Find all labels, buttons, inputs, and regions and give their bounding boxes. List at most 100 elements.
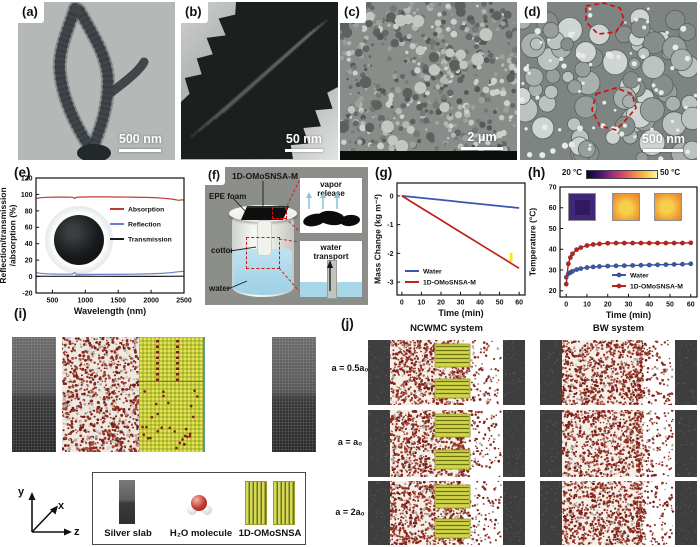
silver-slab-right	[272, 337, 316, 452]
thermal-image-water	[568, 193, 596, 221]
inset-wick	[327, 260, 337, 299]
panel-d-label: (d)	[520, 2, 547, 23]
svg-text:1D-OMoSNSA-M: 1D-OMoSNSA-M	[423, 280, 476, 287]
svg-text:1500: 1500	[110, 298, 126, 305]
cotton-label: cotton	[211, 246, 236, 255]
svg-text:2000: 2000	[143, 298, 159, 305]
scalebar-text: 500 nm	[118, 131, 162, 146]
silver-slab-left	[12, 337, 56, 452]
lattice-seam	[139, 380, 203, 382]
temperature-panel: (h) 20 °C 50 °C 0 10 20 30 40 50 60 20 30 40 50 60 7…	[528, 163, 700, 335]
defect-column	[176, 340, 179, 382]
svg-text:Time (min): Time (min)	[438, 308, 483, 318]
svg-text:0: 0	[564, 302, 568, 309]
panel-i-label: (i)	[14, 306, 27, 321]
water-transport-inset: water transport	[299, 240, 363, 299]
mass-change-chart: 0 10 20 30 40 50 60 0 -1 -2 -3 Time (min) Mass Chang…	[373, 182, 526, 318]
svg-text:40: 40	[549, 247, 557, 254]
substrate-strip	[340, 151, 517, 160]
thermal-colorbar	[586, 170, 658, 179]
svg-text:-20: -20	[22, 290, 32, 297]
spectra-panel: (e) 500 1000 1500 2000 2500 -20 0 20 40 60 80 100 12…	[0, 163, 200, 330]
svg-text:1D-OMoSNSA-M: 1D-OMoSNSA-M	[630, 284, 683, 291]
svg-text:0: 0	[29, 274, 33, 281]
svg-text:Absorption: Absorption	[128, 207, 164, 214]
svg-text:80: 80	[25, 208, 33, 215]
silver-slab-swatch	[119, 480, 135, 524]
scalebar-text: 50 nm	[285, 131, 323, 146]
svg-text:10: 10	[418, 300, 426, 307]
panel-e-label: (e)	[14, 165, 31, 180]
svg-text:Wavelength (nm): Wavelength (nm)	[74, 306, 146, 316]
sim-bw-row1	[540, 340, 697, 405]
evaporator-schematic: (f) 1D-OMoSNSA-M EPE foam cotton water v…	[205, 167, 368, 305]
thermal-cold-core	[575, 200, 590, 215]
omosnsa-swatch	[273, 481, 295, 525]
thermal-image-sample-2	[654, 193, 682, 221]
svg-text:Reflection/transmission: Reflection/transmission	[0, 187, 8, 283]
tem-image-a: (a) 500 nm	[18, 2, 175, 160]
sample-zoom-box	[272, 207, 287, 219]
panel-c-label: (c)	[340, 2, 366, 23]
water-molecule-icon	[187, 493, 213, 519]
sim-ncwmc-row3	[368, 481, 525, 545]
ncwmc-header: NCWMC system	[410, 323, 483, 334]
silver-slab-label: Silver slab	[104, 528, 152, 539]
bw-header: BW system	[592, 323, 645, 334]
svg-text:120: 120	[21, 175, 33, 182]
panel-g-label: (g)	[375, 165, 393, 180]
temperature-chart: 0 10 20 30 40 50 60 20 30 40 50 60 70 Time (min) Tempe…	[528, 184, 698, 320]
svg-text:Temperature (°C): Temperature (°C)	[528, 208, 538, 277]
panel-f-label: (f)	[205, 167, 225, 185]
water-region	[62, 337, 139, 452]
sim-ncwmc-row2	[368, 410, 525, 477]
svg-text:10: 10	[583, 302, 591, 309]
o-atom	[191, 495, 207, 511]
svg-text:0: 0	[400, 300, 404, 307]
svg-text:50: 50	[666, 302, 674, 309]
svg-text:-1: -1	[387, 222, 393, 229]
omosnsa-label: 1D-OMoSNSA	[238, 528, 302, 539]
axis-x-label: x	[58, 500, 65, 512]
axis-z-label: z	[74, 526, 80, 538]
svg-text:Reflection: Reflection	[128, 222, 161, 229]
svg-text:40: 40	[476, 300, 484, 307]
svg-text:100: 100	[21, 192, 33, 199]
svg-text:40: 40	[25, 241, 33, 248]
svg-text:Water: Water	[423, 269, 442, 276]
vapor-release-label: vapor release	[317, 180, 345, 199]
svg-text:60: 60	[549, 205, 557, 212]
svg-text:60: 60	[687, 302, 695, 309]
scalebar-text: 500 nm	[641, 131, 685, 146]
h2o-label: H₂O molecule	[169, 528, 233, 539]
cotton-wick	[257, 220, 272, 256]
colorbar-min-label: 20 °C	[561, 168, 582, 177]
spectra-chart: 500 1000 1500 2000 2500 -20 0 20 40 60 80 100 120 Wav…	[0, 175, 192, 316]
svg-text:30: 30	[625, 302, 633, 309]
water-transport-label: water transport	[313, 243, 349, 262]
panel-c-scalebar: 2 μm	[461, 130, 503, 150]
row-label-a0: a = a₀	[337, 437, 363, 447]
svg-text:50: 50	[496, 300, 504, 307]
coordinate-axes	[28, 492, 72, 536]
svg-text:Time (min): Time (min)	[606, 310, 651, 320]
thermal-image-sample-1	[612, 193, 640, 221]
svg-text:Water: Water	[630, 273, 649, 280]
omosnsa-region	[139, 337, 205, 452]
scalebar-line	[643, 148, 684, 152]
panel-b-scalebar: 50 nm	[285, 131, 323, 152]
svg-text:0: 0	[390, 193, 394, 200]
svg-text:60: 60	[25, 225, 33, 232]
panel-h-label: (h)	[528, 165, 546, 180]
svg-text:50: 50	[549, 226, 557, 233]
scalebar-line	[461, 146, 503, 150]
svg-text:70: 70	[549, 184, 557, 191]
h-atom	[202, 505, 212, 515]
svg-text:Transmission: Transmission	[128, 237, 172, 244]
defect-column	[156, 340, 159, 382]
omosnsa-swatch	[245, 481, 267, 525]
tem-image-b: (b) 50 nm	[181, 2, 338, 160]
svg-text:20: 20	[25, 258, 33, 265]
svg-text:1000: 1000	[78, 298, 94, 305]
